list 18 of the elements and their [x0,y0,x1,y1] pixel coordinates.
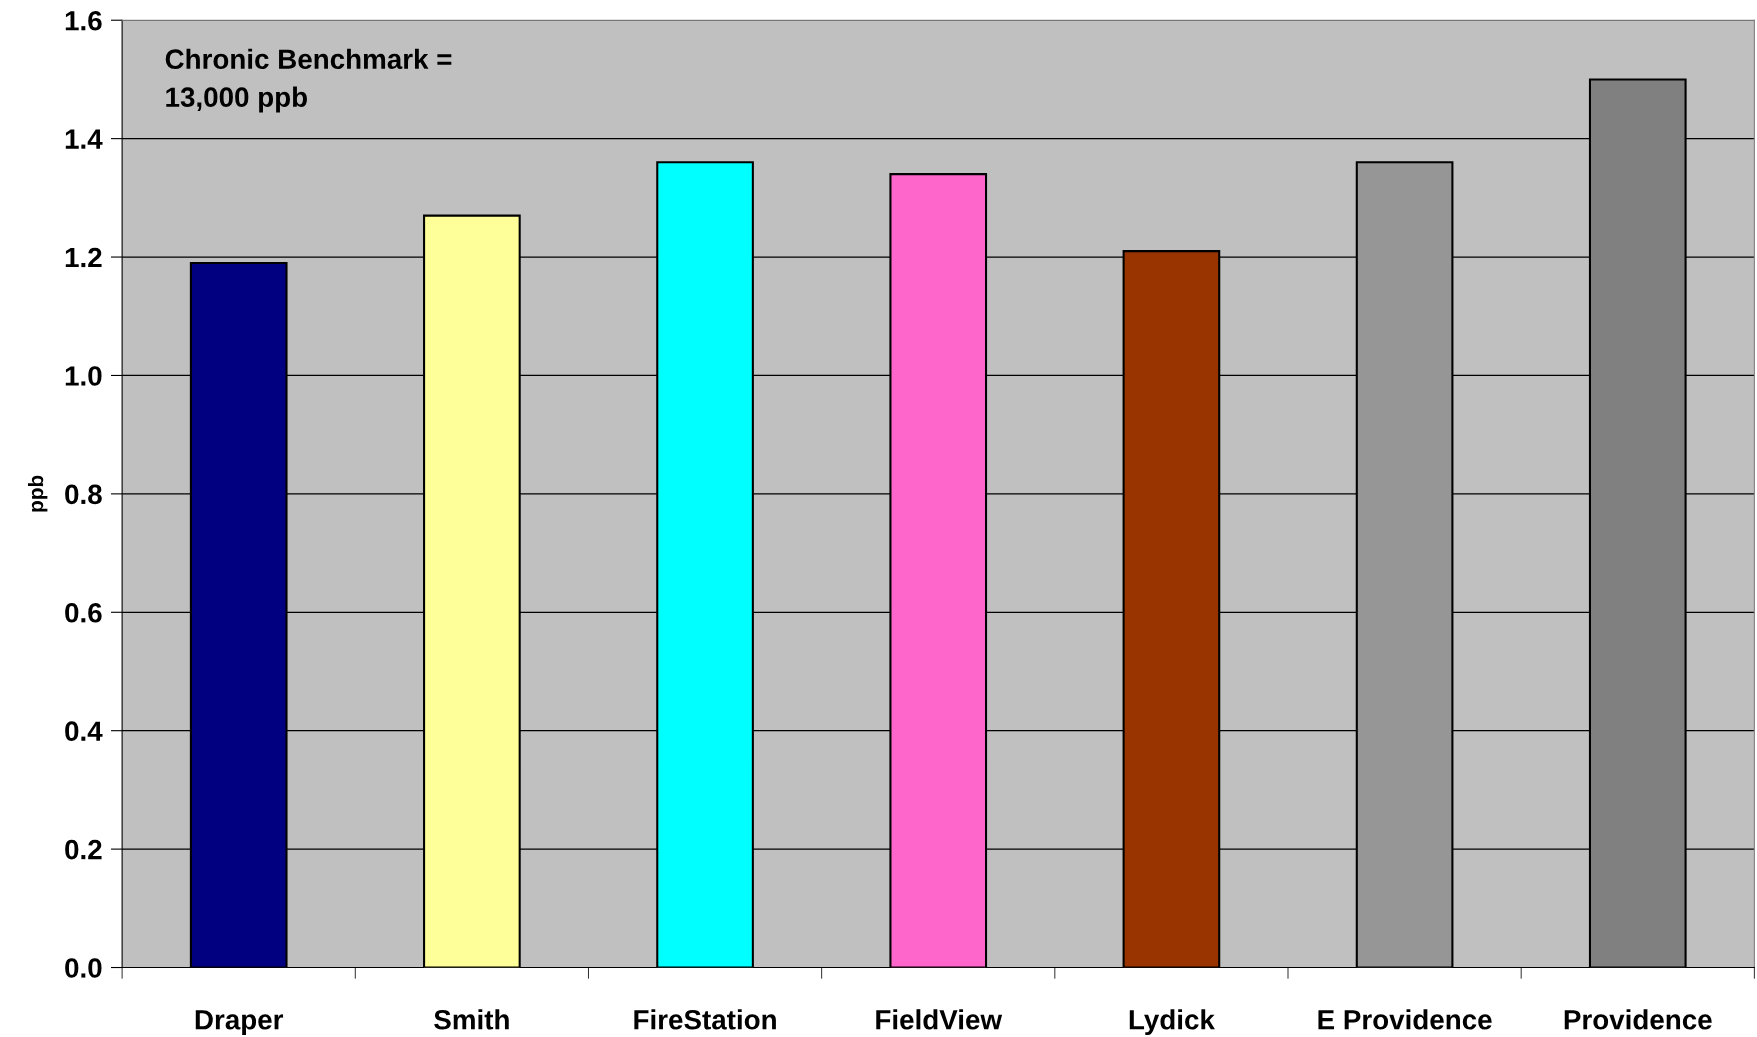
x-tick-label: Draper [195,1010,284,1036]
x-tick-label: Lydick [1129,1009,1215,1036]
x-tick-label: FieldView [876,1009,1003,1030]
y-axis-title: ppb [27,475,48,512]
x-tick-label: Providence [1564,1009,1712,1030]
annotation: Chronic Benchmark = 13,000 ppb [165,48,452,113]
y-tick-label: 1.0 [65,366,102,386]
x-tick-label: FireStation [634,1009,776,1030]
y-tick-label: 0.8 [65,484,102,505]
y-tick-label: 1.4 [65,129,103,149]
y-tick-label: 1.6 [65,10,102,31]
x-tick-label: E Providence [1318,1009,1492,1030]
y-tick-label: 0.2 [65,839,102,860]
y-tick-label: 0.6 [65,602,102,623]
y-tick-label: 0.0 [65,958,102,978]
x-tick-label: Smith [434,1009,509,1030]
y-tick-label: 0.4 [65,721,103,742]
y-tick-label: 1.2 [65,247,102,268]
